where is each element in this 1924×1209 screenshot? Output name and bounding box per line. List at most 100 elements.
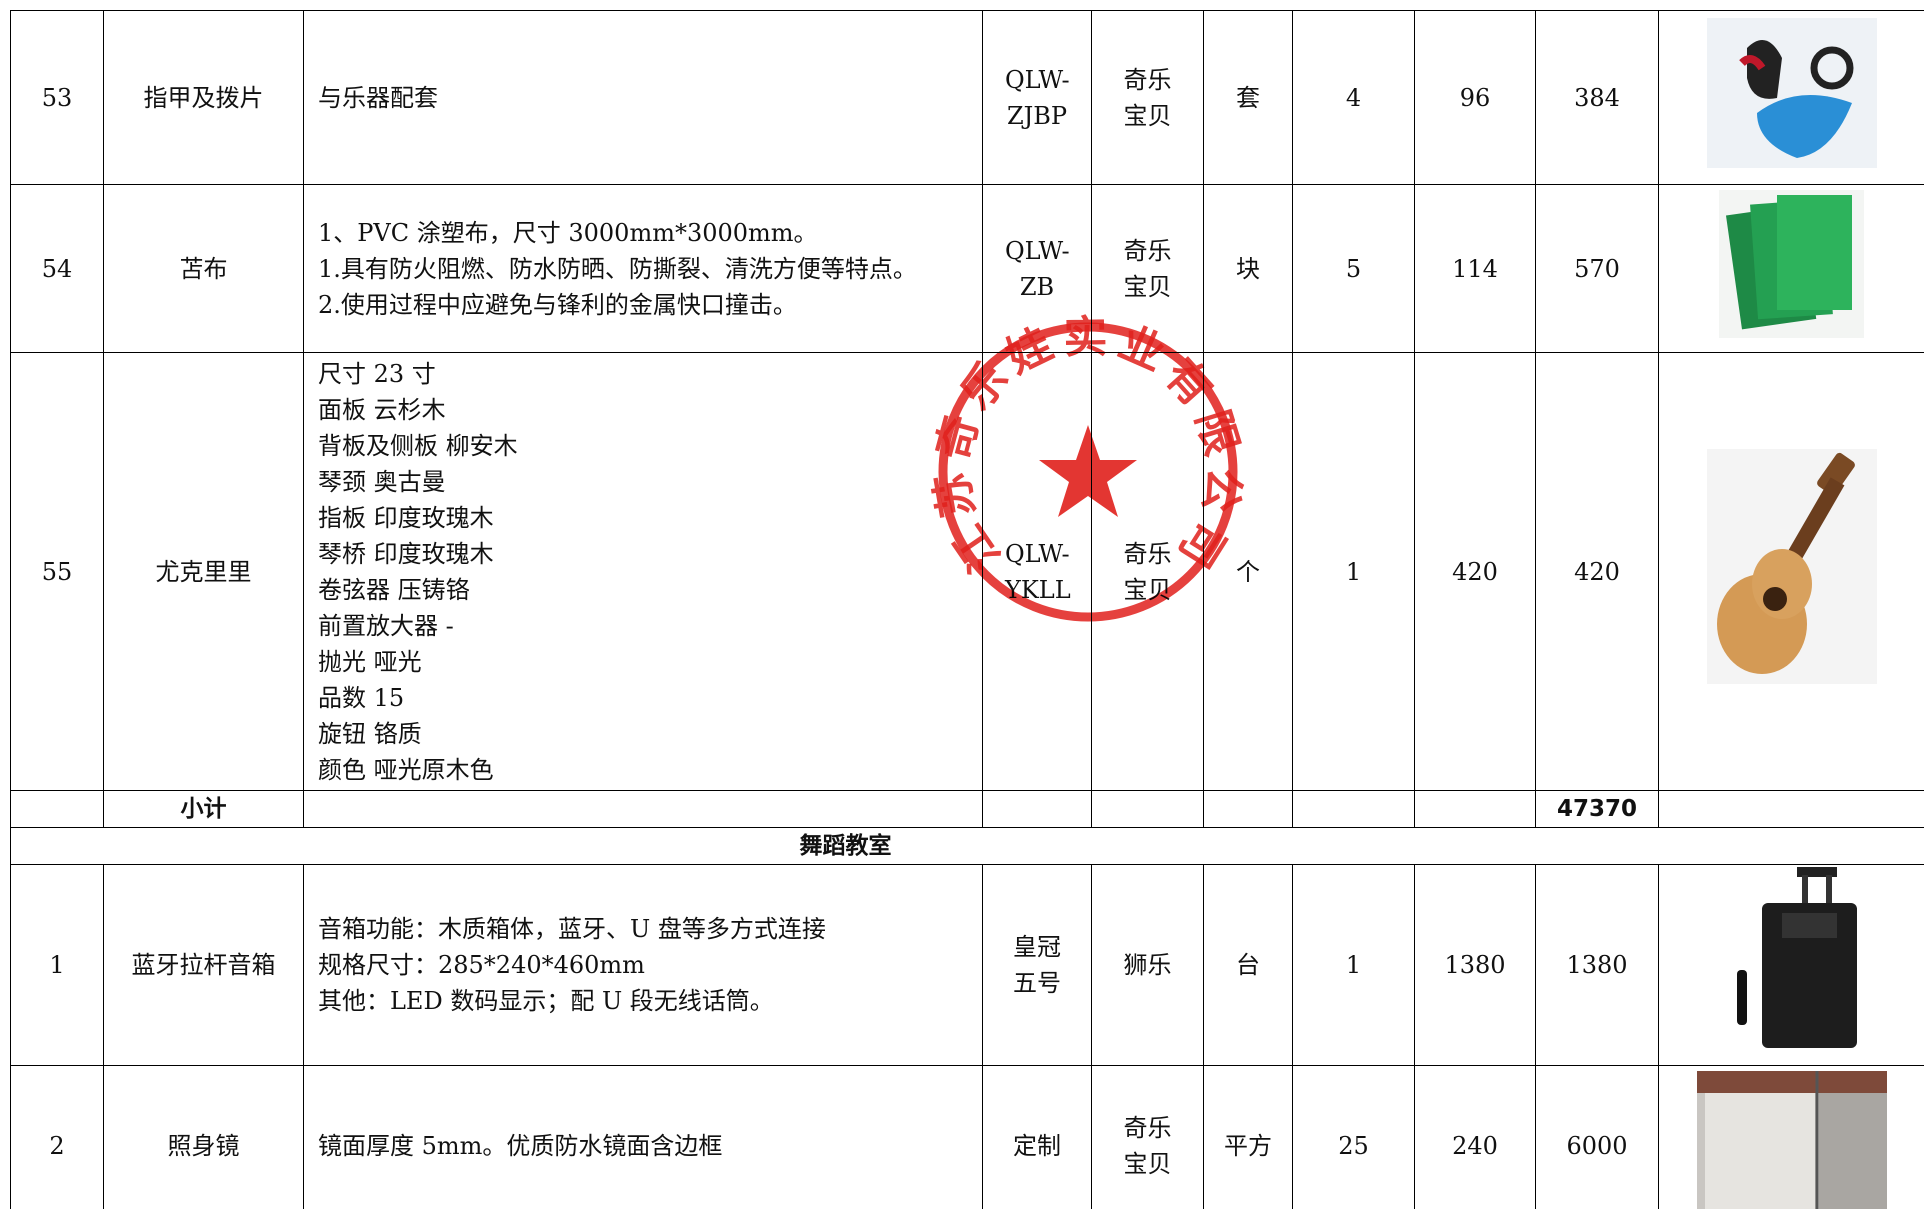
spec-cell: 尺寸 23 寸面板 云杉木 背板及侧板 柳安木 琴颈 奥古曼 指板 印度玫瑰木 琴桥 印… xyxy=(303,352,983,791)
subtotal-cell xyxy=(10,790,104,828)
unit-price-cell: 1380 xyxy=(1414,864,1536,1066)
image-cell xyxy=(1658,864,1924,1066)
image-shape xyxy=(1696,1070,1887,1093)
item-name-cell: 指甲及拨片 xyxy=(103,10,304,185)
quantity-cell: 4 xyxy=(1292,10,1415,185)
unit-price: 1380 xyxy=(1444,951,1506,979)
spec-line: 面板 云杉木 xyxy=(318,395,446,424)
quantity-cell: 1 xyxy=(1292,864,1415,1066)
unit-price-cell: 240 xyxy=(1414,1065,1536,1209)
brand-cell: 奇乐宝贝 xyxy=(1091,184,1204,353)
subtotal-cell xyxy=(1203,790,1293,828)
unit-price-cell: 420 xyxy=(1414,352,1536,791)
section-title: 舞蹈教室 xyxy=(799,833,892,859)
spec-line: 与乐器配套 xyxy=(318,83,438,112)
spec-line: 音箱功能：木质箱体，蓝牙、U 盘等多方式连接 xyxy=(318,915,826,943)
item-name: 苫布 xyxy=(179,254,228,283)
item-name: 尤克里里 xyxy=(155,557,252,586)
unit: 套 xyxy=(1236,83,1260,112)
item-number-cell: 2 xyxy=(10,1065,104,1209)
unit-cell: 平方 xyxy=(1203,1065,1293,1209)
item-row: 55 尤克里里 尺寸 23 寸面板 云杉木 背板及侧板 柳安木 琴颈 奥古曼 指板 印度玫… xyxy=(10,352,1924,791)
model-cell: QLW-ZB xyxy=(982,184,1092,353)
section-row: 舞蹈教室 xyxy=(10,827,1924,865)
item-number-cell: 1 xyxy=(10,864,104,1066)
total-price: 384 xyxy=(1574,83,1620,112)
brand: 奇乐宝贝 xyxy=(1123,65,1172,130)
brand-cell: 狮乐 xyxy=(1091,864,1204,1066)
item-number: 2 xyxy=(49,1131,65,1160)
item-name-cell: 蓝牙拉杆音箱 xyxy=(103,864,304,1066)
subtotal-label: 小计 xyxy=(180,796,227,822)
model: QLW-ZB xyxy=(1005,236,1070,301)
spec-line: 2.使用过程中应避免与锋利的金属快口撞击。 xyxy=(318,290,797,319)
quantity: 1 xyxy=(1345,557,1362,586)
item-name: 指甲及拨片 xyxy=(143,83,264,112)
unit-cell: 个 xyxy=(1203,352,1293,791)
spec-line: 品数 15 xyxy=(318,683,405,712)
total-price-cell: 384 xyxy=(1535,10,1659,185)
quantity-cell: 5 xyxy=(1292,184,1415,353)
quantity: 1 xyxy=(1345,951,1362,979)
item-number-cell: 55 xyxy=(10,352,104,791)
model-cell: QLW-YKLL xyxy=(982,352,1092,791)
model-cell: 皇冠五号 xyxy=(982,864,1092,1066)
unit-cell: 套 xyxy=(1203,10,1293,185)
image-shape xyxy=(1736,970,1747,1025)
total-price: 6000 xyxy=(1566,1131,1628,1160)
model: 皇冠五号 xyxy=(1013,933,1061,997)
item-name: 照身镜 xyxy=(167,1131,240,1160)
subtotal-cell xyxy=(1658,790,1924,828)
image-shape xyxy=(1825,875,1832,905)
quantity: 5 xyxy=(1345,254,1362,283)
total-price: 420 xyxy=(1574,557,1620,586)
unit-cell: 块 xyxy=(1203,184,1293,353)
subtotal-cell xyxy=(303,790,983,828)
spec-line: 卷弦器 压铸铬 xyxy=(318,575,470,604)
spec-line: 抛光 哑光 xyxy=(318,647,422,676)
unit: 平方 xyxy=(1224,1131,1272,1160)
image-cell xyxy=(1658,184,1924,353)
section-cell: 舞蹈教室 xyxy=(10,827,1924,865)
item-row: 54 苫布 1、PVC 涂塑布，尺寸 3000mm*3000mm。 1.具有防火阻燃、… xyxy=(10,184,1924,353)
spec-line: 颜色 哑光原木色 xyxy=(318,755,494,784)
quantity-cell: 1 xyxy=(1292,352,1415,791)
image-shape xyxy=(1761,903,1857,1048)
spec-cell: 与乐器配套 xyxy=(303,10,983,185)
subtotal-cell xyxy=(982,790,1092,828)
item-name: 蓝牙拉杆音箱 xyxy=(131,951,276,979)
image-shape xyxy=(1704,1092,1815,1209)
spec-cell: 音箱功能：木质箱体，蓝牙、U 盘等多方式连接 规格尺寸：285*240*460mm… xyxy=(303,864,983,1066)
brand: 奇乐宝贝 xyxy=(1123,1113,1172,1178)
image-cell xyxy=(1658,1065,1924,1209)
spec-line: 指板 印度玫瑰木 xyxy=(318,503,494,532)
item-number: 55 xyxy=(41,557,73,586)
image-shape xyxy=(1781,913,1837,938)
item-number: 54 xyxy=(41,254,73,283)
quantity: 4 xyxy=(1345,83,1362,112)
image-shape xyxy=(1796,867,1837,877)
unit: 个 xyxy=(1236,557,1260,586)
item-name-cell: 照身镜 xyxy=(103,1065,304,1209)
spec-line: 旋钮 铬质 xyxy=(318,719,422,748)
product-image xyxy=(1719,189,1864,338)
spec-line: 1.具有防火阻燃、防水防晒、防撕裂、清洗方便等特点。 xyxy=(318,254,917,283)
subtotal-cell xyxy=(1091,790,1204,828)
total-price-cell: 570 xyxy=(1535,184,1659,353)
product-image xyxy=(1706,17,1877,168)
equipment-table: 53 指甲及拨片 与乐器配套 QLW-ZJBP 奇乐宝贝 套 4 96 384 54 苫布 1、PVC… xyxy=(10,10,1924,1209)
item-number-cell: 54 xyxy=(10,184,104,353)
unit-price: 420 xyxy=(1452,557,1498,586)
product-image xyxy=(1706,449,1877,684)
unit-price-cell: 96 xyxy=(1414,10,1536,185)
total-price: 1380 xyxy=(1566,951,1628,979)
total-price-cell: 6000 xyxy=(1535,1065,1659,1209)
unit-price: 114 xyxy=(1452,254,1498,283)
unit-price: 96 xyxy=(1459,83,1491,112)
subtotal-cell xyxy=(1292,790,1415,828)
spec-line: 前置放大器 - xyxy=(318,611,454,640)
item-name-cell: 苫布 xyxy=(103,184,304,353)
quantity: 25 xyxy=(1338,1131,1369,1160)
brand: 奇乐宝贝 xyxy=(1123,539,1172,604)
image-cell xyxy=(1658,352,1924,791)
